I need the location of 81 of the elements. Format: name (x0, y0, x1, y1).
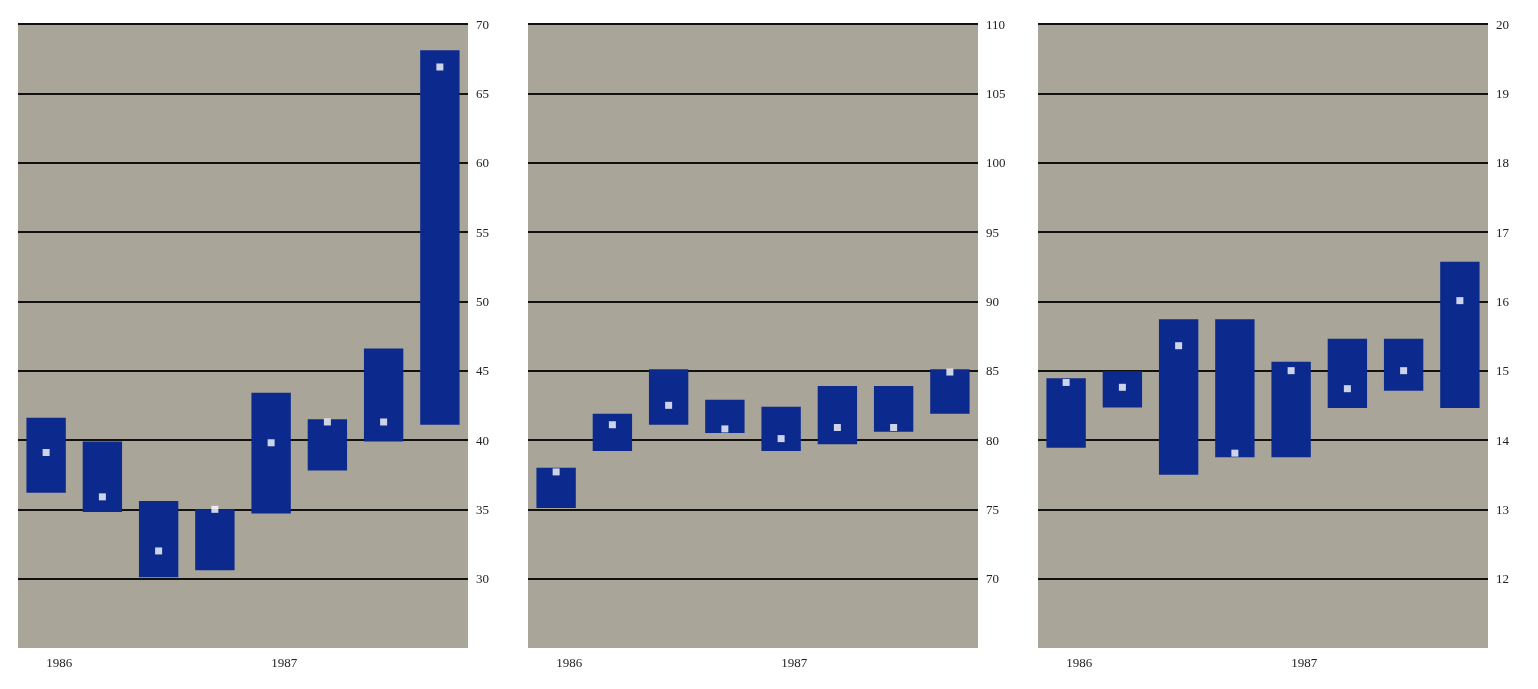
point (1343, 385, 1351, 393)
y-tick-label: 55 (476, 224, 489, 240)
bar (1327, 338, 1368, 409)
point (211, 505, 219, 513)
y-tick-label: 110 (986, 16, 1006, 32)
point (42, 448, 50, 456)
y-tick-label: 85 (986, 363, 999, 379)
bar (420, 50, 460, 425)
bar (817, 385, 858, 445)
y-tick-label: 12 (1496, 571, 1509, 587)
point (155, 547, 163, 555)
x-tick-label: 1986 (556, 655, 583, 670)
bar (138, 501, 179, 578)
point (833, 424, 841, 432)
bar (930, 369, 970, 414)
y-tick-label: 15 (1496, 363, 1509, 379)
y-tick-label: 19 (1496, 85, 1509, 101)
y-tick-label: 20 (1496, 16, 1509, 32)
bar (1383, 338, 1424, 391)
y-tick-label: 80 (986, 432, 999, 448)
bar (251, 392, 291, 514)
point (1175, 342, 1183, 350)
point (552, 468, 560, 476)
bar (1440, 261, 1480, 409)
point (1287, 367, 1295, 375)
y-tick-label: 65 (476, 85, 489, 101)
y-tick-label: 95 (986, 224, 999, 240)
point (436, 63, 444, 71)
point (267, 439, 275, 447)
y-tick-label: 13 (1496, 501, 1509, 517)
bar (592, 413, 633, 452)
y-tick-label: 60 (476, 155, 489, 171)
bar (1271, 361, 1311, 458)
y-tick-label: 75 (986, 501, 999, 517)
y-tick-label: 17 (1496, 224, 1510, 240)
x-tick-label: 1987 (781, 655, 808, 670)
bar (82, 441, 123, 513)
y-tick-label: 70 (986, 571, 999, 587)
bar (1215, 319, 1255, 458)
x-tick-label: 1986 (46, 655, 73, 670)
y-tick-label: 90 (986, 293, 999, 309)
y-tick-label: 70 (476, 16, 489, 32)
bar (307, 419, 348, 471)
y-tick-label: 18 (1496, 155, 1509, 171)
bar (873, 385, 914, 432)
point (721, 425, 729, 433)
bar (195, 509, 235, 571)
point (665, 401, 673, 409)
point (777, 435, 785, 443)
y-tick-label: 30 (476, 571, 489, 587)
point (1456, 297, 1464, 305)
point (98, 493, 106, 501)
y-tick-label: 14 (1496, 432, 1510, 448)
point (1400, 367, 1408, 375)
bar (1046, 378, 1086, 448)
bar (1102, 371, 1143, 408)
point (1231, 449, 1239, 457)
bar (26, 417, 66, 493)
point (323, 418, 331, 426)
bar (363, 348, 404, 442)
y-tick-label: 45 (476, 363, 489, 379)
x-tick-label: 1986 (1066, 655, 1093, 670)
point (1118, 383, 1126, 391)
x-tick-label: 1987 (1291, 655, 1318, 670)
y-tick-label: 35 (476, 501, 489, 517)
bar (705, 399, 745, 434)
y-tick-label: 16 (1496, 293, 1510, 309)
bar (1158, 319, 1199, 475)
bar (761, 406, 801, 452)
bar (648, 369, 689, 425)
point (946, 368, 954, 376)
point (890, 424, 898, 432)
point (608, 421, 616, 429)
y-tick-label: 100 (986, 155, 1006, 171)
bar (536, 467, 576, 508)
point (1062, 378, 1070, 386)
point (380, 418, 388, 426)
y-tick-label: 105 (986, 85, 1006, 101)
y-tick-label: 40 (476, 432, 489, 448)
y-tick-label: 50 (476, 293, 489, 309)
x-tick-label: 1987 (271, 655, 298, 670)
